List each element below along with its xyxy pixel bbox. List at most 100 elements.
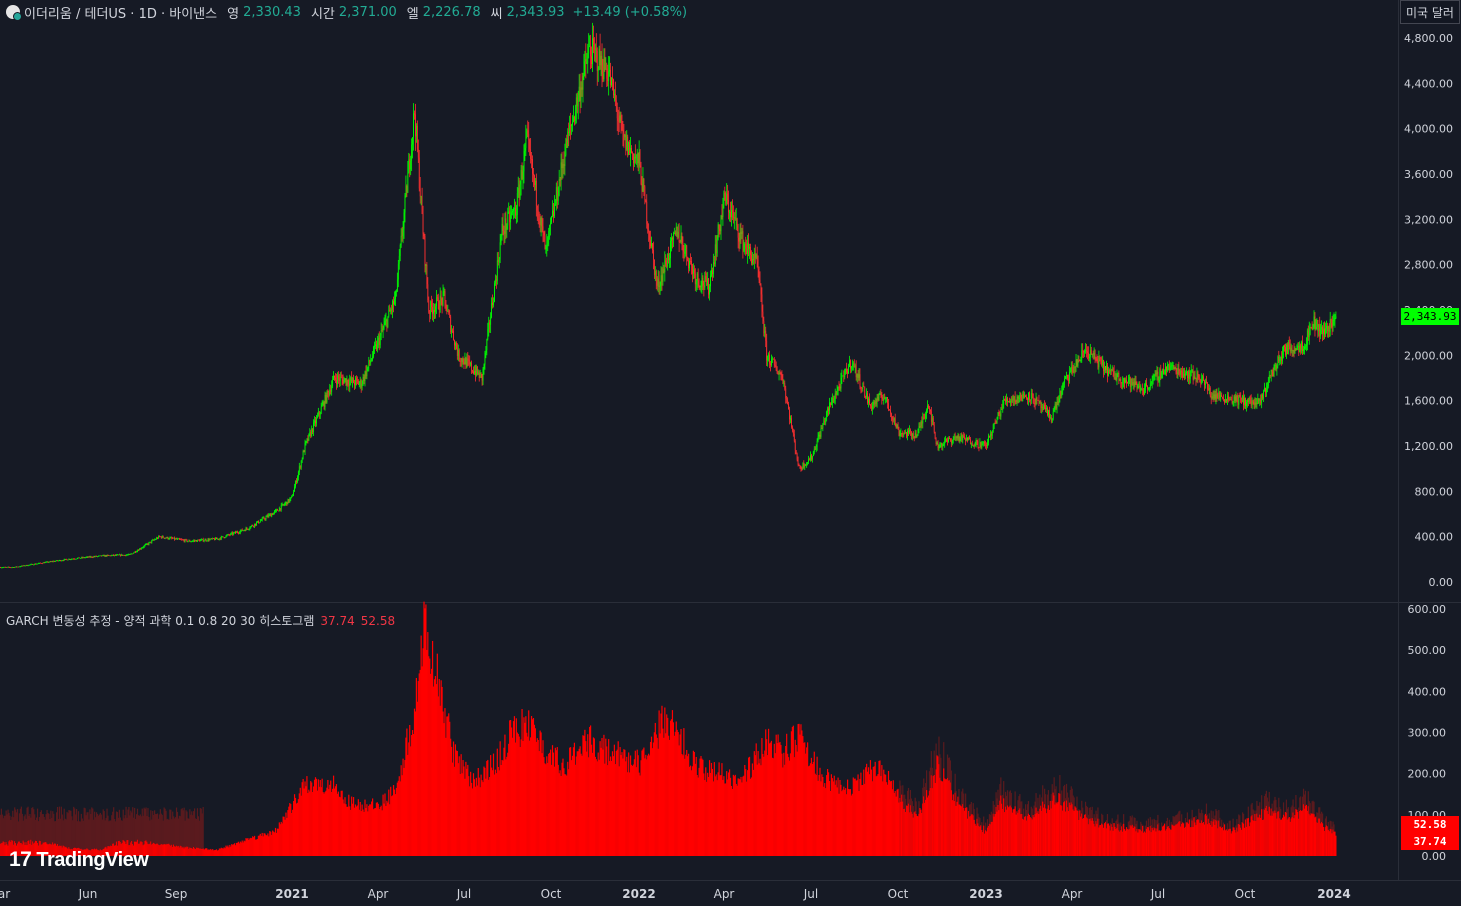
candle [502,213,504,236]
hist-bar [582,735,584,856]
hist-bar [210,848,212,856]
candle [687,256,689,262]
candle [936,441,938,445]
hist-bar [682,755,684,856]
hist-bar [894,791,896,856]
hist-bar [374,808,377,856]
candle [591,46,592,69]
candle [740,222,742,244]
hist-bar [947,780,950,856]
candle [508,202,510,214]
hist-bar [20,843,22,856]
hist-bar [527,736,529,856]
price-axis-label: 800.00 [1415,485,1454,498]
candle [128,553,130,556]
hist-bar [142,815,144,856]
hist-bar [39,811,42,856]
candle [445,300,447,312]
hist-bar [1324,827,1327,856]
hist-bar [719,775,721,856]
hist-bar [1282,814,1285,856]
candle [522,165,524,190]
candle [338,374,340,388]
hist-bar [498,770,500,856]
hist-bar [833,775,835,856]
hist-bar [154,844,157,856]
hist-bar [33,843,35,856]
hist-bar [643,747,645,856]
symbol-title[interactable]: 이더리움 / 테더US · 1D · 바이낸스 [24,6,218,22]
hist-bar [926,797,929,856]
candle [720,214,722,241]
candle [438,300,440,318]
hist-bar [564,774,566,856]
candle [1159,367,1161,387]
candle [980,441,982,450]
hist-bar [538,751,540,856]
candle [773,357,775,368]
currency-button[interactable]: 미국 달러 [1400,0,1460,24]
candle [874,397,876,407]
indicator-legend[interactable]: GARCH 변동성 추정 - 양적 과학 0.1 0.8 20 30 히스토그램… [6,612,395,629]
hist-bar [980,825,982,856]
candle [1063,381,1065,391]
hist-bar [1126,828,1129,856]
ethereum-logo-icon [6,5,22,21]
hist-bar [130,842,132,856]
candle [1325,320,1327,334]
hist-bar [666,714,668,856]
hist-bar [320,787,322,856]
candle [233,531,235,536]
hist-bar [1318,818,1320,856]
candle [1221,392,1223,397]
hist-bar [862,784,864,856]
candle [467,351,469,367]
indicator-title: GARCH 변동성 추정 - 양적 과학 0.1 0.8 20 30 히스토그램 [6,614,315,628]
candle [63,558,65,561]
candle [231,531,233,535]
hist-bar [781,753,783,856]
candle [579,73,581,114]
hist-bar [1329,828,1331,856]
candle [618,106,620,132]
candle [717,222,719,241]
hist-bar [111,815,113,856]
candle [639,149,641,168]
hist-bar [289,803,291,856]
candle [34,563,36,566]
hist-bar [1109,830,1111,856]
hist-bar [1153,827,1155,856]
candle [545,244,547,254]
hist-bar [910,811,912,856]
hist-bar [537,740,539,856]
hist-bar [352,803,354,856]
hist-bar [25,842,27,856]
hist-bar [146,841,148,856]
hist-bar [432,686,435,856]
candle [706,272,708,287]
hist-bar [1102,824,1104,856]
hist-bar [205,848,207,856]
hist-bar [707,772,709,856]
hist-bar [845,788,847,856]
candle [620,111,622,134]
hist-bar [1270,808,1272,856]
hist-bar [1053,795,1055,856]
candle [877,393,879,402]
hist-bar [1286,819,1288,856]
hist-bar [13,817,15,856]
hist-bar [27,806,29,856]
candle [535,173,537,217]
price-axis-label: 1,200.00 [1404,440,1453,453]
candle [649,230,651,250]
hist-bar [501,759,503,856]
time-axis[interactable]: ar Jun Sep 2021 Apr Jul Oct 2022 Apr Jul Oct 2023 Ap… [0,887,1351,901]
candle [1294,346,1296,355]
candle [372,351,374,362]
candle [57,560,58,562]
candle [730,201,731,223]
tradingview-logo[interactable]: 17 TradingView [9,848,149,872]
hist-bar [48,844,50,856]
